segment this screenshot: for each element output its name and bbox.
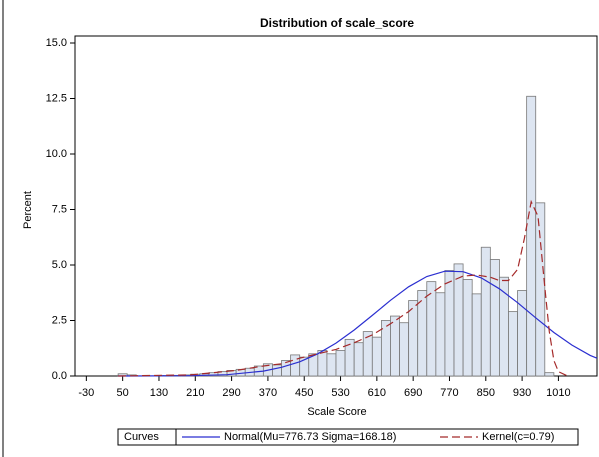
x-tick-label: 290 bbox=[222, 387, 240, 399]
legend-label: Kernel(c=0.79) bbox=[482, 431, 554, 443]
x-tick-label: 130 bbox=[150, 387, 168, 399]
legend-label: Normal(Mu=776.73 Sigma=168.18) bbox=[224, 431, 396, 443]
x-tick-label: 1010 bbox=[546, 387, 570, 399]
y-tick-label: 7.5 bbox=[52, 203, 67, 215]
x-tick-label: 370 bbox=[259, 387, 277, 399]
y-tick-label: 10.0 bbox=[46, 148, 67, 160]
histogram-bar bbox=[444, 270, 455, 377]
histogram-bar bbox=[272, 364, 282, 377]
x-tick-label: 930 bbox=[513, 387, 531, 399]
x-axis-label: Scale Score bbox=[307, 406, 366, 418]
x-tick-label: 850 bbox=[477, 387, 495, 399]
y-tick-label: 0.0 bbox=[52, 370, 67, 382]
density-curve bbox=[118, 270, 598, 377]
legend-title-box bbox=[117, 428, 177, 446]
x-tick-label: 50 bbox=[117, 387, 129, 399]
histogram-bar bbox=[508, 311, 518, 377]
histogram-bar bbox=[462, 279, 473, 377]
x-tick-label: 450 bbox=[295, 387, 313, 399]
histogram-bar bbox=[371, 336, 382, 377]
histogram-bar bbox=[435, 292, 446, 377]
chart-title: Distribution of scale_score bbox=[260, 16, 414, 30]
histogram-bar bbox=[526, 95, 537, 377]
x-tick-label: -30 bbox=[78, 387, 94, 399]
histogram-bar bbox=[335, 350, 346, 377]
histogram-bar bbox=[408, 300, 419, 377]
x-tick-label: 770 bbox=[440, 387, 458, 399]
histogram-bar bbox=[471, 293, 482, 377]
histogram-bar bbox=[453, 263, 464, 377]
legend-title: Curves bbox=[124, 431, 159, 443]
histogram-bar bbox=[362, 331, 373, 377]
histogram-bar bbox=[489, 259, 500, 377]
y-tick-label: 15.0 bbox=[46, 37, 67, 49]
histogram-bar bbox=[544, 372, 555, 377]
x-tick-label: 210 bbox=[186, 387, 204, 399]
y-tick-label: 12.5 bbox=[46, 92, 67, 104]
x-tick-label: 690 bbox=[404, 387, 422, 399]
histogram-bar bbox=[480, 246, 491, 377]
histogram-bar bbox=[399, 322, 410, 377]
histogram-bar bbox=[326, 353, 337, 377]
histogram-bar bbox=[317, 350, 328, 377]
y-axis-label: Percent bbox=[22, 191, 34, 229]
histogram-bar bbox=[390, 315, 400, 377]
histogram-bar bbox=[535, 202, 546, 377]
density-curve bbox=[118, 199, 568, 377]
x-tick-label: 610 bbox=[368, 387, 386, 399]
y-tick-label: 2.5 bbox=[52, 314, 67, 326]
x-tick-label: 530 bbox=[331, 387, 349, 399]
histogram-bar bbox=[353, 342, 364, 377]
y-tick-label: 5.0 bbox=[52, 259, 67, 271]
